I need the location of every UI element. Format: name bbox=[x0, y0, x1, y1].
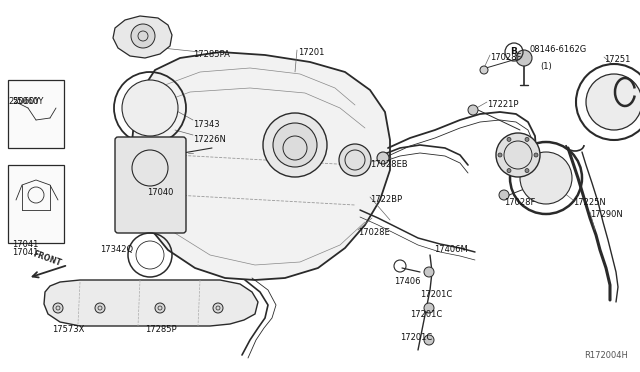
Text: 08146-6162G: 08146-6162G bbox=[530, 45, 588, 54]
Circle shape bbox=[480, 66, 488, 74]
Polygon shape bbox=[113, 16, 172, 58]
Circle shape bbox=[213, 303, 223, 313]
Text: 17406M: 17406M bbox=[434, 245, 468, 254]
Text: 25060Y: 25060Y bbox=[12, 97, 44, 106]
Circle shape bbox=[273, 123, 317, 167]
Circle shape bbox=[507, 137, 511, 141]
Circle shape bbox=[496, 133, 540, 177]
Text: 17290N: 17290N bbox=[590, 210, 623, 219]
Text: 17040: 17040 bbox=[147, 188, 173, 197]
Text: 1722BP: 1722BP bbox=[370, 195, 402, 204]
Circle shape bbox=[507, 169, 511, 173]
Bar bbox=[8, 165, 64, 243]
Circle shape bbox=[377, 152, 389, 164]
Polygon shape bbox=[132, 52, 390, 280]
Text: (1): (1) bbox=[540, 62, 552, 71]
Circle shape bbox=[131, 24, 155, 48]
Text: B: B bbox=[511, 48, 517, 57]
Circle shape bbox=[339, 144, 371, 176]
Text: 17201C: 17201C bbox=[410, 310, 442, 319]
Circle shape bbox=[53, 303, 63, 313]
Text: 17041: 17041 bbox=[12, 240, 38, 249]
Text: 25060Y: 25060Y bbox=[8, 97, 40, 106]
Circle shape bbox=[525, 169, 529, 173]
Text: 17201C: 17201C bbox=[400, 333, 432, 342]
Circle shape bbox=[525, 137, 529, 141]
Text: 17201: 17201 bbox=[298, 48, 324, 57]
Circle shape bbox=[516, 50, 532, 66]
Text: 17225N: 17225N bbox=[573, 198, 605, 207]
Text: 17343: 17343 bbox=[193, 120, 220, 129]
Circle shape bbox=[520, 152, 572, 204]
Bar bbox=[8, 80, 64, 148]
Circle shape bbox=[122, 80, 178, 136]
Text: 17285PA: 17285PA bbox=[193, 50, 230, 59]
Text: 17573X: 17573X bbox=[52, 325, 84, 334]
Text: 17285P: 17285P bbox=[145, 325, 177, 334]
Text: 17406: 17406 bbox=[394, 277, 420, 286]
Circle shape bbox=[468, 105, 478, 115]
Circle shape bbox=[424, 267, 434, 277]
Text: FRONT: FRONT bbox=[31, 250, 62, 268]
Text: 17221P: 17221P bbox=[487, 100, 518, 109]
Polygon shape bbox=[44, 280, 258, 326]
Circle shape bbox=[263, 113, 327, 177]
Text: 17226N: 17226N bbox=[193, 135, 226, 144]
Text: 17028F: 17028F bbox=[504, 198, 536, 207]
Text: R172004H: R172004H bbox=[584, 351, 628, 360]
Text: 17028F: 17028F bbox=[490, 53, 522, 62]
Circle shape bbox=[424, 303, 434, 313]
Circle shape bbox=[424, 335, 434, 345]
Text: 17201C: 17201C bbox=[420, 290, 452, 299]
Circle shape bbox=[534, 153, 538, 157]
Text: 17028E: 17028E bbox=[358, 228, 390, 237]
Circle shape bbox=[586, 74, 640, 130]
Circle shape bbox=[95, 303, 105, 313]
Text: 17251: 17251 bbox=[604, 55, 630, 64]
Circle shape bbox=[499, 190, 509, 200]
Circle shape bbox=[498, 153, 502, 157]
Circle shape bbox=[155, 303, 165, 313]
FancyBboxPatch shape bbox=[115, 137, 186, 233]
Text: 17041: 17041 bbox=[12, 248, 38, 257]
Text: 17342Q: 17342Q bbox=[100, 245, 133, 254]
Text: 17028EB: 17028EB bbox=[370, 160, 408, 169]
